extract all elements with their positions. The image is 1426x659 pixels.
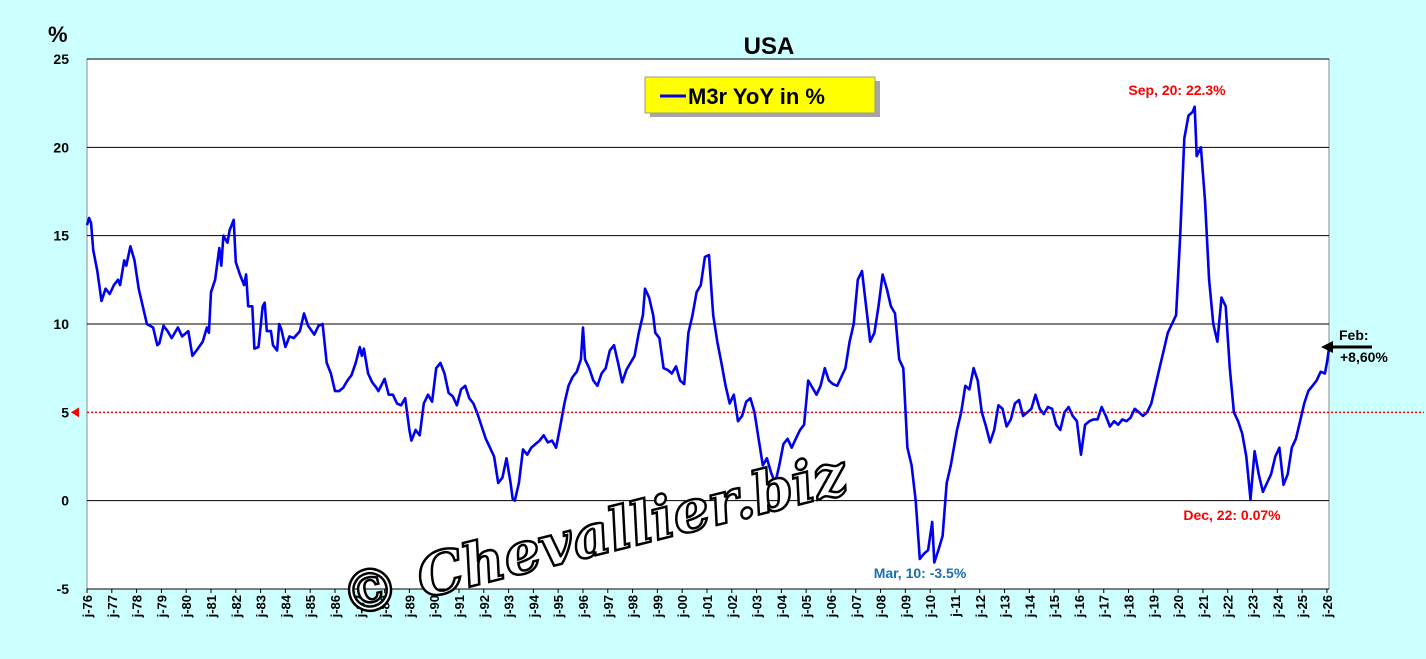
x-tick-label: j-81 (204, 595, 219, 618)
x-tick-label: j-99 (650, 595, 665, 618)
x-tick-label: j-97 (601, 595, 616, 618)
x-tick-label: j-82 (229, 595, 244, 618)
x-tick-label: j-96 (576, 595, 591, 618)
x-tick-label: j-10 (923, 595, 938, 618)
x-tick-label: j-04 (774, 594, 789, 618)
x-tick-label: j-17 (1097, 595, 1112, 618)
x-tick-label: j-85 (303, 595, 318, 618)
x-tick-label: j-22 (1221, 595, 1236, 618)
x-tick-label: j-19 (1146, 595, 1161, 618)
x-tick-label: j-87 (353, 595, 368, 618)
x-tick-label: j-77 (105, 595, 120, 618)
annotation-trough: Mar, 10: -3.5% (874, 565, 967, 581)
x-tick-label: j-23 (1246, 595, 1261, 618)
x-tick-label: j-84 (278, 594, 293, 618)
x-tick-label: j-76 (80, 595, 95, 618)
reference-marker-icon (71, 407, 79, 418)
x-tick-label: j-09 (898, 595, 913, 618)
y-tick-label: 10 (53, 316, 69, 332)
annotation-latest-value: +8,60% (1340, 349, 1388, 365)
x-tick-label: j-93 (502, 595, 517, 618)
x-tick-label: j-86 (328, 595, 343, 618)
y-tick-label: 25 (53, 51, 69, 67)
legend: M3r YoY in % (644, 76, 880, 117)
x-tick-label: j-20 (1171, 595, 1186, 618)
y-tick-label: 5 (61, 404, 69, 420)
x-tick-label: j-05 (799, 595, 814, 618)
x-tick-label: j-15 (1047, 595, 1062, 618)
x-tick-label: j-02 (725, 595, 740, 618)
x-tick-label: j-90 (427, 595, 442, 618)
x-tick-label: j-94 (526, 594, 541, 618)
x-tick-label: j-16 (1072, 595, 1087, 618)
y-axis-label: % (48, 22, 68, 47)
x-tick-label: j-13 (998, 595, 1013, 618)
x-tick-label: j-07 (849, 595, 864, 618)
annotation-latest-month: Feb: (1339, 327, 1369, 343)
x-tick-label: j-01 (700, 595, 715, 618)
x-axis-ticks: j-76 j-77 j-78 j-79 j-80 j-81 j-82 j-83 j-84 j-85… (80, 589, 1335, 618)
x-tick-label: j-03 (750, 595, 765, 618)
y-tick-label: 15 (53, 228, 69, 244)
y-tick-label: -5 (57, 581, 70, 597)
x-tick-label: j-83 (254, 595, 269, 618)
x-tick-label: j-08 (874, 595, 889, 618)
chart-title: USA (744, 33, 795, 60)
x-tick-label: j-25 (1295, 595, 1310, 618)
legend-label: M3r YoY in % (688, 84, 825, 109)
x-tick-label: j-95 (551, 595, 566, 618)
x-tick-label: j-91 (452, 595, 467, 618)
x-tick-label: j-12 (973, 595, 988, 618)
series-line-m3r (85, 105, 1331, 564)
x-tick-label: j-11 (948, 595, 963, 618)
y-tick-label: 20 (53, 139, 69, 155)
x-tick-label: j-98 (626, 595, 641, 618)
x-tick-label: j-00 (675, 595, 690, 618)
x-tick-label: j-21 (1196, 595, 1211, 618)
x-tick-label: j-89 (402, 595, 417, 618)
x-tick-label: j-18 (1122, 595, 1137, 618)
grid-lines (87, 58, 1329, 590)
latest-value-arrow-icon (1321, 341, 1372, 353)
annotation-peak: Sep, 20: 22.3% (1128, 82, 1226, 98)
annotation-dec22: Dec, 22: 0.07% (1183, 507, 1281, 523)
x-tick-label: j-92 (477, 595, 492, 618)
x-tick-label: j-79 (154, 595, 169, 618)
x-tick-label: j-24 (1270, 594, 1285, 618)
y-tick-label: 0 (61, 493, 69, 509)
x-tick-label: j-14 (1022, 594, 1037, 618)
x-tick-label: j-80 (179, 595, 194, 618)
y-axis-ticks: 25 20 15 10 5 0 -5 (53, 51, 69, 597)
x-tick-label: j-78 (130, 595, 145, 618)
x-tick-label: j-88 (378, 595, 393, 618)
x-tick-label: j-06 (824, 595, 839, 618)
x-tick-label: j-26 (1320, 595, 1335, 618)
